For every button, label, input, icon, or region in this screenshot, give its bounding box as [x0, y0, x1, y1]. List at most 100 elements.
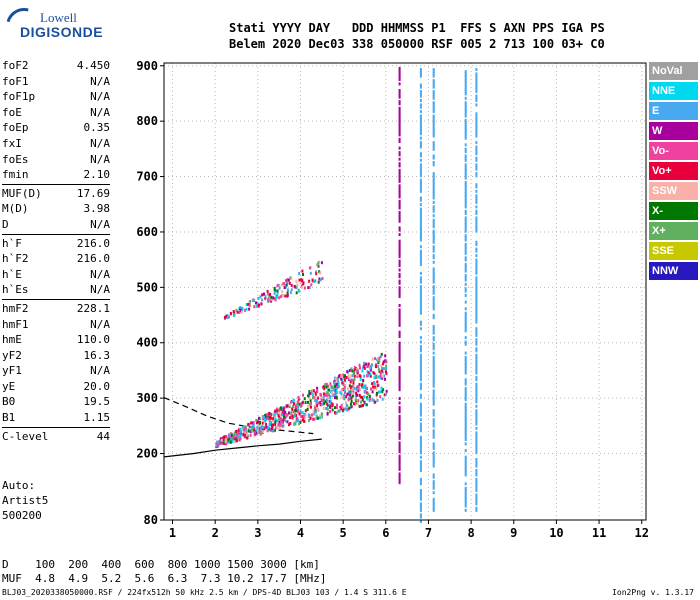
- echo-point: [298, 422, 301, 426]
- interference-point: [464, 92, 467, 96]
- echo-point: [273, 288, 276, 292]
- interference-point: [419, 489, 422, 492]
- echo-point: [358, 383, 361, 387]
- x-tick-label: 10: [549, 526, 563, 540]
- echo-point: [292, 410, 295, 414]
- echo-point: [269, 423, 272, 427]
- echo-point: [302, 414, 305, 418]
- interference-point: [419, 216, 422, 220]
- interference-point: [419, 305, 422, 309]
- echo-point: [245, 433, 248, 437]
- param-value: N/A: [90, 136, 110, 150]
- param-row: M(D) 3.98: [2, 201, 110, 217]
- echo-point: [295, 405, 298, 409]
- echo-point: [326, 396, 329, 400]
- interference-point: [419, 285, 422, 289]
- interference-point: [475, 446, 478, 450]
- interference-point: [398, 461, 401, 465]
- echo-point: [346, 408, 348, 412]
- interference-point: [398, 102, 401, 106]
- interference-point: [475, 227, 478, 231]
- interference-point: [398, 253, 401, 256]
- echo-point: [286, 294, 289, 298]
- interference-point: [475, 482, 478, 486]
- echo-point: [348, 406, 351, 410]
- echo-point: [329, 410, 331, 414]
- echo-point: [374, 400, 377, 404]
- interference-point: [419, 245, 422, 249]
- interference-point: [475, 409, 478, 413]
- interference-point: [398, 117, 401, 121]
- interference-point: [398, 434, 401, 438]
- interference-point: [464, 220, 467, 224]
- echo-point: [265, 425, 268, 429]
- echo-point: [370, 387, 372, 391]
- echo-point: [363, 374, 366, 378]
- interference-point: [432, 402, 435, 406]
- echo-point: [378, 356, 381, 360]
- echo-point: [285, 283, 288, 287]
- interference-point: [464, 422, 467, 426]
- echo-point: [320, 403, 323, 406]
- param-value: 216.0: [76, 236, 110, 250]
- echo-point: [303, 419, 305, 423]
- interference-point: [464, 435, 467, 439]
- interference-point: [475, 431, 478, 435]
- echo-point: [255, 418, 258, 422]
- interference-point: [475, 152, 478, 156]
- interference-point: [432, 360, 435, 364]
- interference-point: [464, 329, 467, 333]
- echo-point: [222, 436, 225, 440]
- echo-point: [312, 389, 315, 393]
- echo-point: [350, 405, 353, 409]
- echo-point: [290, 400, 293, 404]
- echo-point: [384, 354, 387, 358]
- interference-point: [432, 358, 435, 362]
- echo-point: [235, 308, 238, 312]
- echo-point: [350, 391, 353, 395]
- x-tick-label: 5: [340, 526, 347, 540]
- echo-point: [252, 424, 255, 428]
- interference-point: [419, 125, 422, 129]
- interference-point: [475, 280, 478, 284]
- interference-point: [398, 93, 401, 97]
- interference-point: [475, 240, 478, 244]
- echo-point: [304, 409, 307, 413]
- echo-point: [225, 314, 228, 318]
- interference-point: [432, 351, 435, 355]
- echo-point: [298, 278, 301, 282]
- interference-point: [398, 146, 401, 150]
- echo-point: [352, 381, 355, 385]
- interference-point: [475, 158, 478, 162]
- echo-point: [308, 414, 311, 418]
- interference-point: [475, 340, 478, 344]
- echo-point: [295, 419, 298, 423]
- echo-point: [361, 383, 364, 387]
- interference-point: [464, 143, 467, 147]
- echo-point: [215, 444, 218, 448]
- interference-point: [475, 438, 478, 441]
- interference-point: [464, 438, 467, 441]
- x-tick-label: 7: [425, 526, 432, 540]
- echo-point: [382, 367, 385, 371]
- echo-point: [376, 399, 379, 402]
- interference-point: [432, 105, 435, 109]
- echo-point: [334, 377, 337, 381]
- echo-point: [319, 401, 322, 405]
- legend-item: W: [649, 122, 698, 140]
- interference-point: [398, 381, 401, 385]
- interference-point: [475, 76, 478, 80]
- interference-point: [398, 423, 401, 427]
- param-value: 17.69: [76, 186, 110, 200]
- interference-point: [432, 475, 435, 479]
- echo-point: [274, 426, 277, 430]
- interference-point: [464, 274, 467, 278]
- echo-point: [317, 396, 320, 400]
- echo-point: [255, 301, 257, 305]
- interference-point: [464, 258, 467, 262]
- echo-point: [272, 419, 275, 423]
- interference-point: [464, 409, 467, 413]
- interference-point: [464, 105, 467, 109]
- interference-point: [432, 435, 435, 439]
- echo-point: [348, 376, 351, 380]
